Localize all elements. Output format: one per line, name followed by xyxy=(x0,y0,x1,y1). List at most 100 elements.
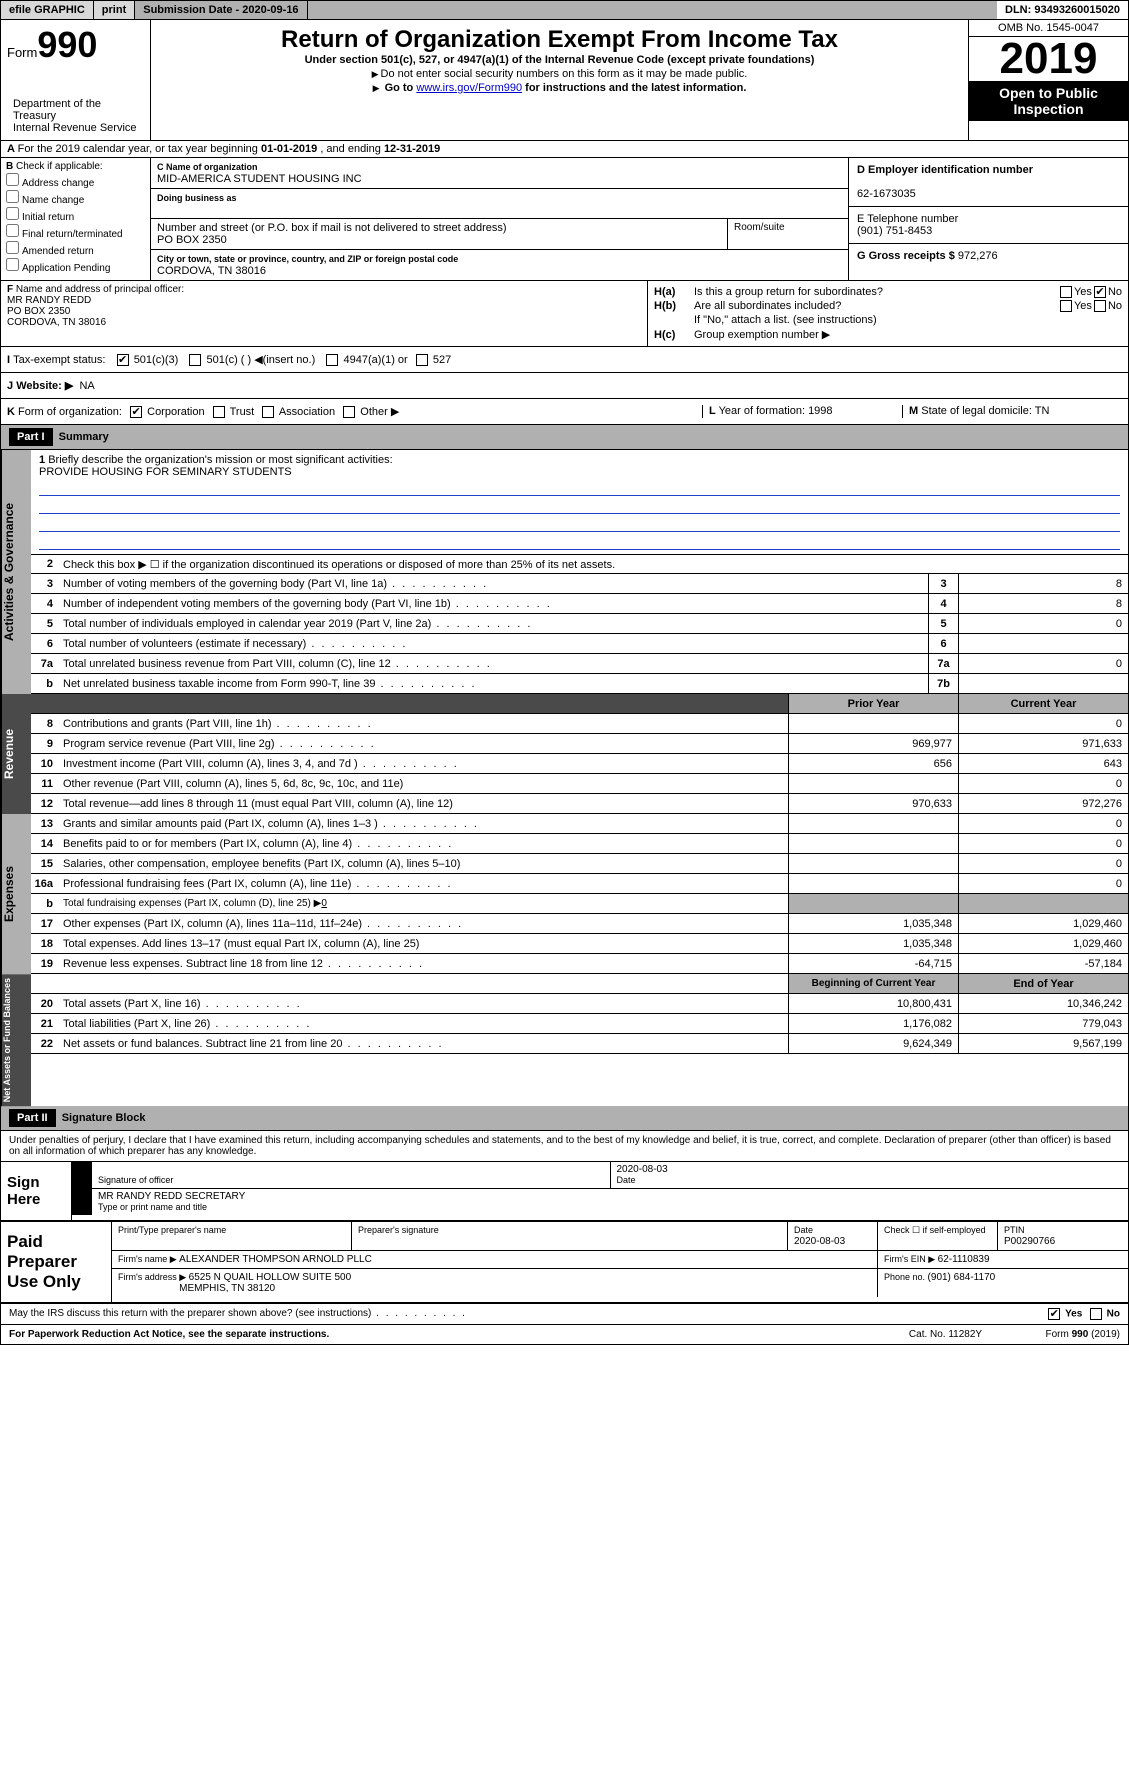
l3-desc: Number of voting members of the governin… xyxy=(59,576,928,592)
form-prefix: Form xyxy=(7,45,37,60)
hb-no-checkbox[interactable] xyxy=(1094,300,1106,312)
c-city-block: City or town, state or province, country… xyxy=(151,250,848,280)
mission-underline xyxy=(39,480,1120,496)
goto-suffix: for instructions and the latest informat… xyxy=(525,82,746,94)
discuss-no: No xyxy=(1107,1309,1120,1320)
cb-initial-return[interactable]: Initial return xyxy=(6,207,145,223)
l8-prior xyxy=(788,714,958,733)
l-label: Year of formation: xyxy=(719,405,808,417)
l14-prior xyxy=(788,834,958,853)
ha-yes-checkbox[interactable] xyxy=(1060,286,1072,298)
ha-no-checkbox[interactable] xyxy=(1094,286,1106,298)
paid-preparer-fields: Print/Type preparer's name Preparer's si… xyxy=(111,1222,1128,1302)
h-b-line: H(b) Are all subordinates included? Yes … xyxy=(654,300,1122,312)
dept-treasury: Department of the Treasury Internal Reve… xyxy=(7,96,144,136)
l19-curr: -57,184 xyxy=(958,954,1128,973)
submission-date: Submission Date - 2020-09-16 xyxy=(135,1,307,19)
cb-trust[interactable] xyxy=(213,406,225,418)
cb-amended[interactable]: Amended return xyxy=(6,241,145,257)
header-sub1: Under section 501(c), 527, or 4947(a)(1)… xyxy=(155,54,964,66)
discuss-no-checkbox[interactable] xyxy=(1090,1308,1102,1320)
hb-no: No xyxy=(1108,300,1122,312)
l16a-curr: 0 xyxy=(958,874,1128,893)
cb-501c[interactable] xyxy=(189,354,201,366)
part1-title: Summary xyxy=(59,431,109,443)
org-address: PO BOX 2350 xyxy=(157,234,227,246)
l20-prior: 10,800,431 xyxy=(788,994,958,1013)
org-city: CORDOVA, TN 38016 xyxy=(157,265,266,277)
l20-desc: Total assets (Part X, line 16) xyxy=(59,996,788,1012)
line-18: 18Total expenses. Add lines 13–17 (must … xyxy=(31,934,1128,954)
prep-check-cell[interactable]: Check ☐ if self-employed xyxy=(878,1222,998,1250)
preparer-row1: Print/Type preparer's name Preparer's si… xyxy=(112,1222,1128,1251)
l19-desc: Revenue less expenses. Subtract line 18 … xyxy=(59,956,788,972)
phone-value: (901) 751-8453 xyxy=(857,225,932,237)
mission-underline xyxy=(39,498,1120,514)
efile-graphic-button[interactable]: efile GRAPHIC xyxy=(1,1,94,19)
l8-desc: Contributions and grants (Part VIII, lin… xyxy=(59,716,788,732)
cb-corporation[interactable] xyxy=(130,406,142,418)
cb-other[interactable] xyxy=(343,406,355,418)
current-year-hdr: Current Year xyxy=(958,694,1128,713)
c-dba-label: Doing business as xyxy=(157,193,237,203)
c-name-label: Name of organization xyxy=(166,162,258,172)
e-label: E Telephone number xyxy=(857,213,958,225)
l10-prior: 656 xyxy=(788,754,958,773)
line-14: 14Benefits paid to or for members (Part … xyxy=(31,834,1128,854)
print-button[interactable]: print xyxy=(94,1,135,19)
line-9: 9Program service revenue (Part VIII, lin… xyxy=(31,734,1128,754)
cb-name-change[interactable]: Name change xyxy=(6,190,145,206)
l16a-prior xyxy=(788,874,958,893)
j-label: Website: ▶ xyxy=(16,380,73,392)
opt-4947: 4947(a)(1) or xyxy=(344,354,408,366)
line-20: 20Total assets (Part X, line 16) 10,800,… xyxy=(31,994,1128,1014)
officer-addr2: CORDOVA, TN 38016 xyxy=(7,317,106,328)
header-sub3: Go to www.irs.gov/Form990 for instructio… xyxy=(155,82,964,94)
line-16b: b Total fundraising expenses (Part IX, c… xyxy=(31,894,1128,914)
m-state-domicile: M State of legal domicile: TN xyxy=(902,405,1122,418)
discuss-yes-checkbox[interactable] xyxy=(1048,1308,1060,1320)
line-8: 8Contributions and grants (Part VIII, li… xyxy=(31,714,1128,734)
cb-527[interactable] xyxy=(416,354,428,366)
l14-desc: Benefits paid to or for members (Part IX… xyxy=(59,836,788,852)
officer-addr1: PO BOX 2350 xyxy=(7,306,70,317)
l15-prior xyxy=(788,854,958,873)
prep-name-cell: Print/Type preparer's name xyxy=(112,1222,352,1250)
c-dba-block: Doing business as xyxy=(151,189,848,219)
l6-desc: Total number of volunteers (estimate if … xyxy=(59,636,928,652)
opt-corp: Corporation xyxy=(147,406,204,418)
l21-curr: 779,043 xyxy=(958,1014,1128,1033)
line-7a: 7aTotal unrelated business revenue from … xyxy=(31,654,1128,674)
vtab-net-assets: Net Assets or Fund Balances xyxy=(1,974,31,1106)
section-net-assets: Net Assets or Fund Balances Beginning of… xyxy=(1,974,1128,1106)
l16b-desc: Total fundraising expenses (Part IX, col… xyxy=(59,896,788,911)
line-21: 21Total liabilities (Part X, line 26) 1,… xyxy=(31,1014,1128,1034)
cb-address-change[interactable]: Address change xyxy=(6,173,145,189)
opt-501c: 501(c) ( ) ◀(insert no.) xyxy=(207,354,316,366)
cb-501c3[interactable] xyxy=(117,354,129,366)
l5-val: 0 xyxy=(958,614,1128,633)
l9-prior: 969,977 xyxy=(788,734,958,753)
top-bar: efile GRAPHIC print Submission Date - 20… xyxy=(0,0,1129,20)
l16b-curr-grey xyxy=(958,894,1128,913)
submission-date-value: 2020-09-16 xyxy=(242,4,298,16)
header-sub2: Do not enter social security numbers on … xyxy=(155,68,964,80)
sig-date-field: 2020-08-03Date xyxy=(611,1162,1129,1188)
officer-signature-field[interactable]: Signature of officer xyxy=(92,1162,611,1188)
dln: DLN: 93493260015020 xyxy=(997,1,1128,19)
officer-name: MR RANDY REDD xyxy=(7,295,91,306)
c-addr-label: Number and street (or P.O. box if mail i… xyxy=(157,222,507,234)
hb-yes-checkbox[interactable] xyxy=(1060,300,1072,312)
prep-sig-cell[interactable]: Preparer's signature xyxy=(352,1222,788,1250)
l16b-val: 0 xyxy=(321,898,327,909)
cb-4947[interactable] xyxy=(326,354,338,366)
end-year-hdr: End of Year xyxy=(958,974,1128,993)
cb-application-pending[interactable]: Application Pending xyxy=(6,258,145,274)
firm-ein-cell: Firm's EIN ▶ 62-1110839 xyxy=(878,1251,1128,1268)
cb-final-return[interactable]: Final return/terminated xyxy=(6,224,145,240)
l-year-formation: L Year of formation: 1998 xyxy=(702,405,902,418)
irs-link[interactable]: www.irs.gov/Form990 xyxy=(416,82,522,94)
form-container: Form990 Department of the Treasury Inter… xyxy=(0,20,1129,1345)
cb-association[interactable] xyxy=(262,406,274,418)
i-label: Tax-exempt status: xyxy=(13,354,105,366)
